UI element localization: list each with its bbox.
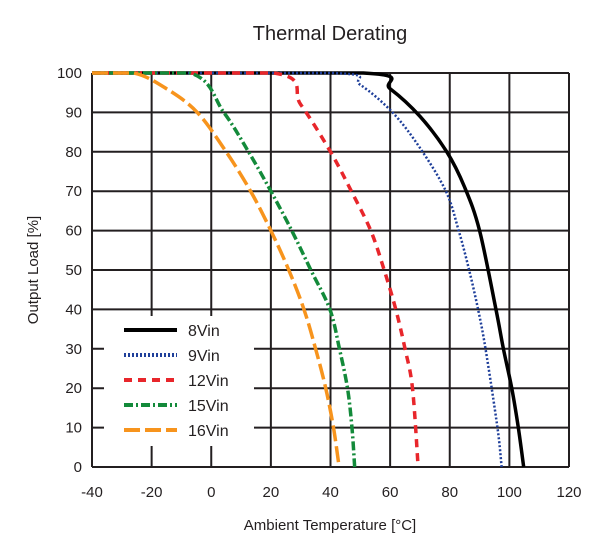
y-tick-label: 100 <box>57 65 82 82</box>
series-line-8vin <box>92 71 526 468</box>
x-tick-labels: -40 -20 0 20 40 60 80 100 120 <box>81 484 581 501</box>
y-tick-label: 10 <box>65 420 82 437</box>
x-tick-label: 20 <box>263 484 280 501</box>
series-line-9vin <box>92 71 503 468</box>
chart-title: Thermal Derating <box>253 23 408 45</box>
legend-label: 9Vin <box>188 348 220 365</box>
legend: 8Vin 9Vin 12Vin 15Vin 16Vin <box>104 316 254 446</box>
series-line-16vin <box>92 71 341 468</box>
series-line-15vin <box>92 71 357 468</box>
x-tick-label: 100 <box>497 484 522 501</box>
legend-label: 12Vin <box>188 373 229 390</box>
series-line-12vin <box>92 71 420 468</box>
y-axis-label: Output Load [%] <box>25 216 42 324</box>
x-tick-label: -20 <box>141 484 163 501</box>
y-tick-label: 70 <box>65 183 82 200</box>
x-tick-label: 0 <box>207 484 215 501</box>
y-tick-label: 50 <box>65 262 82 279</box>
legend-label: 16Vin <box>188 423 229 440</box>
x-tick-label: -40 <box>81 484 103 501</box>
legend-label: 8Vin <box>188 323 220 340</box>
series-lines <box>92 71 526 468</box>
y-tick-label: 0 <box>74 459 82 476</box>
legend-label: 15Vin <box>188 398 229 415</box>
y-tick-labels: 0 10 20 30 40 50 60 70 80 90 100 <box>57 65 82 476</box>
x-tick-label: 60 <box>382 484 399 501</box>
x-axis-label: Ambient Temperature [°C] <box>244 517 416 534</box>
x-tick-label: 120 <box>556 484 581 501</box>
x-tick-label: 40 <box>322 484 339 501</box>
y-tick-label: 40 <box>65 301 82 318</box>
y-tick-label: 90 <box>65 104 82 121</box>
y-tick-label: 80 <box>65 144 82 161</box>
y-tick-label: 30 <box>65 341 82 358</box>
x-tick-label: 80 <box>441 484 458 501</box>
y-tick-label: 20 <box>65 380 82 397</box>
y-tick-label: 60 <box>65 223 82 240</box>
